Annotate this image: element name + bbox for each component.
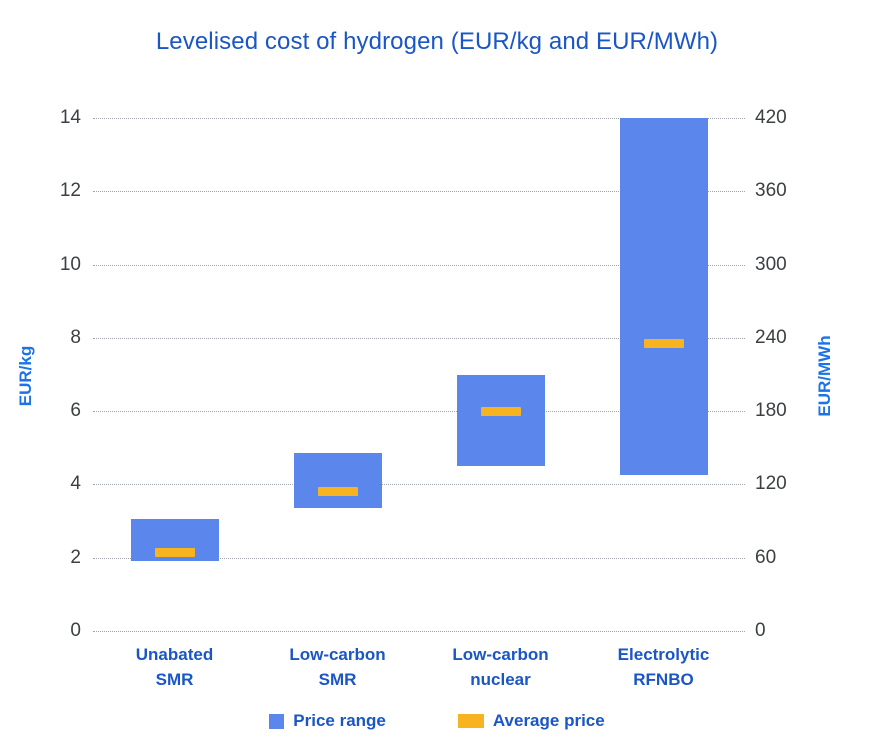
y-axis-left-tick-label: 4: [70, 473, 81, 495]
plot-area: [93, 118, 745, 632]
average-price-marker: [480, 406, 521, 416]
average-price-marker: [317, 487, 358, 497]
x-axis-category-labels: Unabated SMR Low-carbon SMR Low-carbon nuclea…: [93, 643, 745, 701]
gridline: [93, 557, 745, 559]
price-range-bar: [619, 118, 708, 476]
x-axis-category-label: Electrolytic RFNBO: [582, 643, 745, 701]
legend-item[interactable]: Average price: [457, 711, 605, 731]
x-axis-category-label: Low-carbon nuclear: [419, 643, 582, 701]
y-axis-left-tick-label: 14: [59, 107, 81, 128]
y-axis-right-tick-label: 120: [755, 473, 787, 495]
gridline: [93, 337, 745, 339]
average-price-marker: [154, 547, 195, 557]
gridline: [93, 411, 745, 413]
category-label-line: Low-carbon: [452, 645, 549, 664]
x-axis-category-label: Low-carbon SMR: [256, 643, 419, 701]
gridline: [93, 631, 745, 632]
gridline: [93, 118, 745, 119]
y-axis-right-tick-label: 420: [755, 107, 787, 128]
chart-legend: Price range Average price: [0, 711, 874, 731]
y-axis-right-tick-label: 0: [755, 620, 766, 641]
gridline: [93, 264, 745, 266]
gridline: [93, 191, 745, 193]
y-axis-left-tick-label: 12: [59, 180, 81, 202]
legend-item[interactable]: Price range: [269, 711, 386, 731]
category-label-line: Low-carbon: [289, 645, 386, 664]
price-range-bar: [456, 374, 545, 467]
legend-label: Price range: [293, 711, 386, 730]
y-axis-right-title: EUR/MWh: [815, 335, 834, 417]
y-axis-right-tick-label: 60: [755, 546, 777, 568]
y-axis-left-tick-label: 0: [70, 620, 81, 641]
y-axis-left-ticks: 0 2 4 6 8 10 12 14: [13, 108, 81, 640]
legend-swatch-icon: [269, 713, 285, 729]
y-axis-left-tick-label: 6: [70, 400, 81, 422]
category-label-line: Electrolytic: [617, 645, 710, 664]
average-price-marker: [643, 338, 684, 348]
category-label-line: Unabated: [135, 645, 214, 664]
y-axis-right-ticks: 0 60 120 180 240 300 360 420: [755, 108, 835, 640]
legend-swatch-icon: [457, 714, 484, 728]
category-label-line: SMR: [318, 669, 357, 689]
category-label-line: nuclear: [470, 669, 531, 689]
legend-label: Average price: [492, 711, 605, 730]
category-label-line: SMR: [155, 669, 194, 689]
x-axis-category-label: Unabated SMR: [93, 643, 256, 701]
y-axis-right-tick-label: 180: [755, 400, 787, 422]
y-axis-left-title: EUR/kg: [16, 345, 35, 407]
y-axis-left-tick-label: 2: [70, 546, 81, 568]
y-axis-left-tick-label: 10: [59, 253, 81, 275]
category-label-line: RFNBO: [633, 669, 694, 689]
y-axis-right-tick-label: 300: [755, 253, 787, 275]
gridline: [93, 484, 745, 486]
y-axis-right-tick-label: 360: [755, 180, 787, 202]
price-range-bar: [293, 453, 382, 509]
y-axis-right-tick-label: 240: [755, 326, 787, 348]
y-axis-left-tick-label: 8: [70, 326, 81, 348]
chart-title: Levelised cost of hydrogen (EUR/kg and E…: [155, 28, 719, 55]
